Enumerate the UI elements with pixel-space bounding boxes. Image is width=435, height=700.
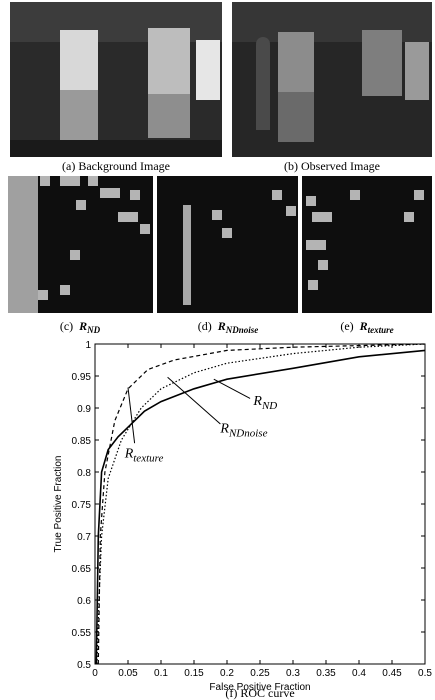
y-tick-label: 0.85: [72, 436, 92, 447]
caption-prefix: (e): [340, 319, 353, 333]
curve-label-subscript: texture: [133, 452, 163, 464]
y-axis-label: True Positive Fraction: [53, 456, 64, 553]
roc-curve: [95, 349, 426, 665]
y-tick-label: 0.7: [77, 532, 91, 543]
x-tick-label: 0.2: [220, 668, 234, 679]
x-tick-label: 0.05: [118, 668, 138, 679]
map-pixel: [272, 190, 282, 200]
annotation-arrow: [167, 376, 221, 425]
caption-symbol: R: [217, 319, 226, 333]
x-axis-label: False Positive Fraction: [209, 682, 310, 693]
x-tick-label: 0.4: [352, 668, 366, 679]
curve-label-symbol: R: [252, 394, 262, 409]
caption-symbol: R: [78, 319, 87, 333]
caption-prefix: (c): [60, 319, 73, 333]
caption: (b) Observed Image: [284, 159, 380, 173]
curve-label-subscript: NDnoise: [228, 427, 268, 439]
x-tick-label: 0.35: [316, 668, 336, 679]
detection-maps: [8, 176, 432, 313]
map-pixel: [88, 176, 98, 186]
curve-label: Rtexture: [124, 446, 164, 464]
map-pixel: [100, 188, 120, 198]
roc-curve: [97, 343, 426, 665]
y-tick-label: 0.75: [72, 500, 92, 511]
map-pixel: [308, 280, 318, 290]
curve-label: RND: [252, 394, 277, 412]
map-pixel: [414, 190, 424, 200]
roc-curve: [96, 343, 426, 665]
map-pixel: [118, 212, 138, 222]
caption-subscript: NDnoise: [225, 325, 259, 335]
caption: (c) RND: [60, 319, 101, 335]
x-tick-label: 0.5: [418, 668, 432, 679]
map-pixel: [306, 240, 326, 250]
caption: (e) Rtexture: [340, 319, 393, 335]
map-pixel: [350, 190, 360, 200]
map-pixel: [70, 250, 80, 260]
background-image: [10, 2, 222, 157]
caption: (d) RNDnoise: [198, 319, 259, 335]
map-pixel: [38, 290, 48, 300]
curve-label-symbol: R: [219, 421, 229, 436]
caption-symbol: R: [359, 319, 368, 333]
y-tick-label: 0.95: [72, 372, 92, 383]
annotation-arrow: [213, 378, 251, 399]
roc-chart: 0 0.05 0.1 0.15 0.2 0.25 0.3 0.35 0.4 0.45 0.5 0.5 0…: [53, 340, 432, 700]
y-tick-label: 0.5: [77, 660, 91, 671]
caption-prefix: (d): [198, 319, 212, 333]
curve-label-symbol: R: [124, 446, 134, 461]
y-tick-label: 0.8: [77, 468, 91, 479]
map-pixel: [76, 200, 86, 210]
x-tick-label: 0.3: [286, 668, 300, 679]
x-tick-label: 0.15: [184, 668, 204, 679]
map-pixel: [60, 285, 70, 295]
map-pixel: [312, 212, 332, 222]
map-pixel: [404, 212, 414, 222]
map-pixel: [286, 206, 296, 216]
observed-image: [232, 2, 432, 157]
map-pixel: [40, 176, 50, 186]
map-pixel: [130, 190, 140, 200]
figure-caption: (f) ROC curve: [225, 686, 294, 700]
y-tick-label: 0.9: [77, 404, 91, 415]
map-pixel: [212, 210, 222, 220]
caption-subscript: ND: [86, 325, 100, 335]
curve-label-subscript: ND: [261, 400, 277, 412]
y-tick-label: 0.65: [72, 564, 92, 575]
map-pixel: [306, 196, 316, 206]
map-pixel: [140, 224, 150, 234]
y-tick-label: 1: [85, 340, 91, 351]
map-pixel: [318, 260, 328, 270]
x-tick-label: 0.1: [154, 668, 168, 679]
caption-subscript: texture: [368, 325, 394, 335]
x-tick-label: 0.25: [250, 668, 270, 679]
curve-label: RNDnoise: [219, 421, 267, 439]
x-tick-label: 0: [92, 668, 98, 679]
map-pixel: [222, 228, 232, 238]
x-tick-label: 0.45: [382, 668, 402, 679]
y-tick-label: 0.6: [77, 596, 91, 607]
y-tick-label: 0.55: [72, 628, 92, 639]
map-pixel: [60, 176, 80, 186]
plot-frame: [94, 343, 426, 665]
annotation-arrow: [127, 387, 136, 444]
caption: (a) Background Image: [62, 159, 170, 173]
